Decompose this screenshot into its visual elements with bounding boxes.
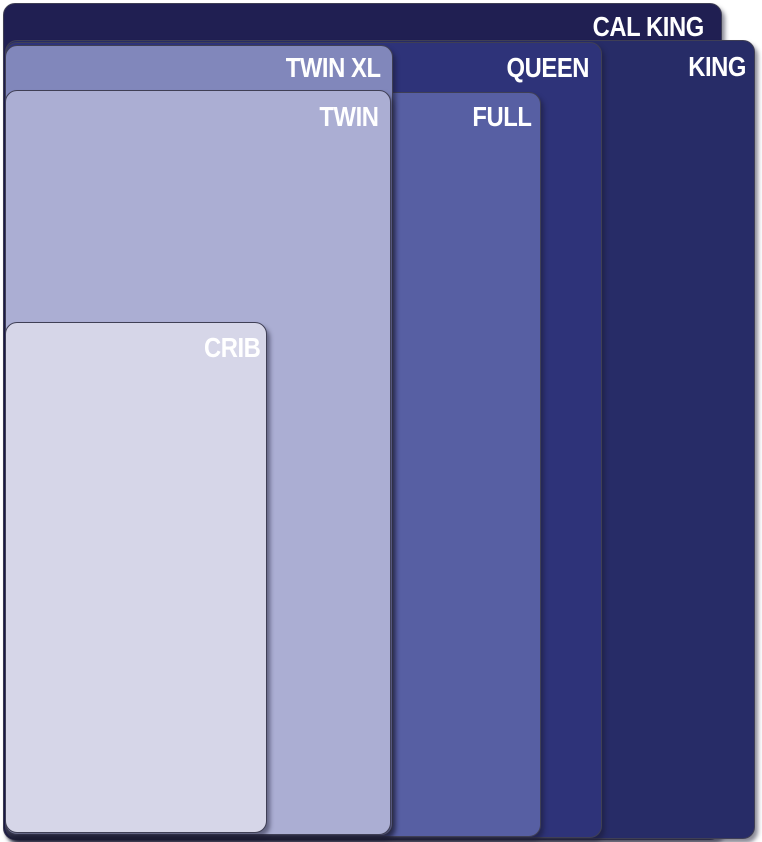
bed-label-crib: CRIB bbox=[203, 332, 261, 363]
bed-label-twin: TWIN bbox=[319, 101, 380, 132]
bed-label-twin-xl: TWIN XL bbox=[286, 52, 381, 83]
bed-label-queen: QUEEN bbox=[506, 52, 589, 83]
bed-rect-crib: CRIB bbox=[5, 322, 267, 833]
bed-label-full: FULL bbox=[472, 101, 533, 132]
bed-label-king: KING bbox=[688, 51, 746, 82]
bed-label-cal-king: CAL KING bbox=[592, 11, 705, 42]
